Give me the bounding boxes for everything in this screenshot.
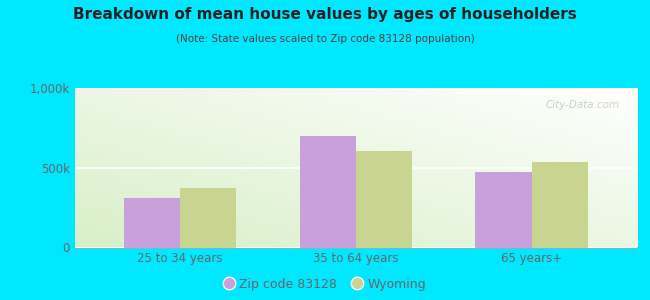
Text: City-Data.com: City-Data.com — [546, 100, 620, 110]
Bar — [180, 188, 237, 248]
Bar — [300, 136, 356, 248]
Legend: Zip code 83128, Wyoming: Zip code 83128, Wyoming — [222, 276, 428, 294]
Bar — [124, 198, 180, 248]
Bar — [356, 151, 412, 248]
Text: Breakdown of mean house values by ages of householders: Breakdown of mean house values by ages o… — [73, 8, 577, 22]
Text: (Note: State values scaled to Zip code 83128 population): (Note: State values scaled to Zip code 8… — [176, 34, 474, 44]
Bar — [475, 172, 532, 247]
Bar — [532, 162, 588, 248]
